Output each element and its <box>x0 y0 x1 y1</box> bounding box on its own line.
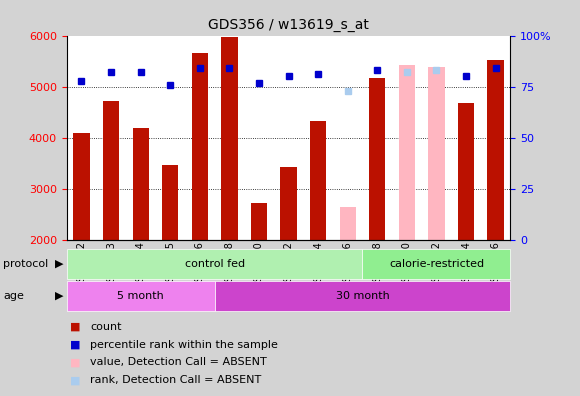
Bar <box>398 65 415 240</box>
Text: ■: ■ <box>70 375 80 385</box>
Bar <box>67 249 362 279</box>
Bar <box>310 121 327 240</box>
Bar <box>280 167 297 240</box>
Bar <box>162 165 179 240</box>
Text: ▶: ▶ <box>55 259 64 269</box>
Bar <box>458 103 474 240</box>
Bar <box>103 101 119 240</box>
Bar <box>428 67 445 240</box>
Text: protocol: protocol <box>3 259 48 269</box>
Text: age: age <box>3 291 24 301</box>
Text: ■: ■ <box>70 322 80 332</box>
Bar <box>339 207 356 240</box>
Bar <box>487 60 504 240</box>
Text: 30 month: 30 month <box>336 291 389 301</box>
Text: count: count <box>90 322 121 332</box>
Text: value, Detection Call = ABSENT: value, Detection Call = ABSENT <box>90 357 267 367</box>
Text: control fed: control fed <box>184 259 245 269</box>
Text: 5 month: 5 month <box>117 291 164 301</box>
Bar <box>362 249 510 279</box>
Text: ■: ■ <box>70 339 80 350</box>
Text: ■: ■ <box>70 357 80 367</box>
Text: rank, Detection Call = ABSENT: rank, Detection Call = ABSENT <box>90 375 261 385</box>
Bar <box>73 133 90 240</box>
Text: percentile rank within the sample: percentile rank within the sample <box>90 339 278 350</box>
Bar <box>215 281 510 311</box>
Bar <box>251 203 267 240</box>
Title: GDS356 / w13619_s_at: GDS356 / w13619_s_at <box>208 18 369 32</box>
Text: ▶: ▶ <box>55 291 64 301</box>
Bar <box>221 37 238 240</box>
Bar <box>132 128 149 240</box>
Bar <box>369 78 386 240</box>
Bar <box>191 53 208 240</box>
Bar <box>67 281 215 311</box>
Text: calorie-restricted: calorie-restricted <box>389 259 484 269</box>
